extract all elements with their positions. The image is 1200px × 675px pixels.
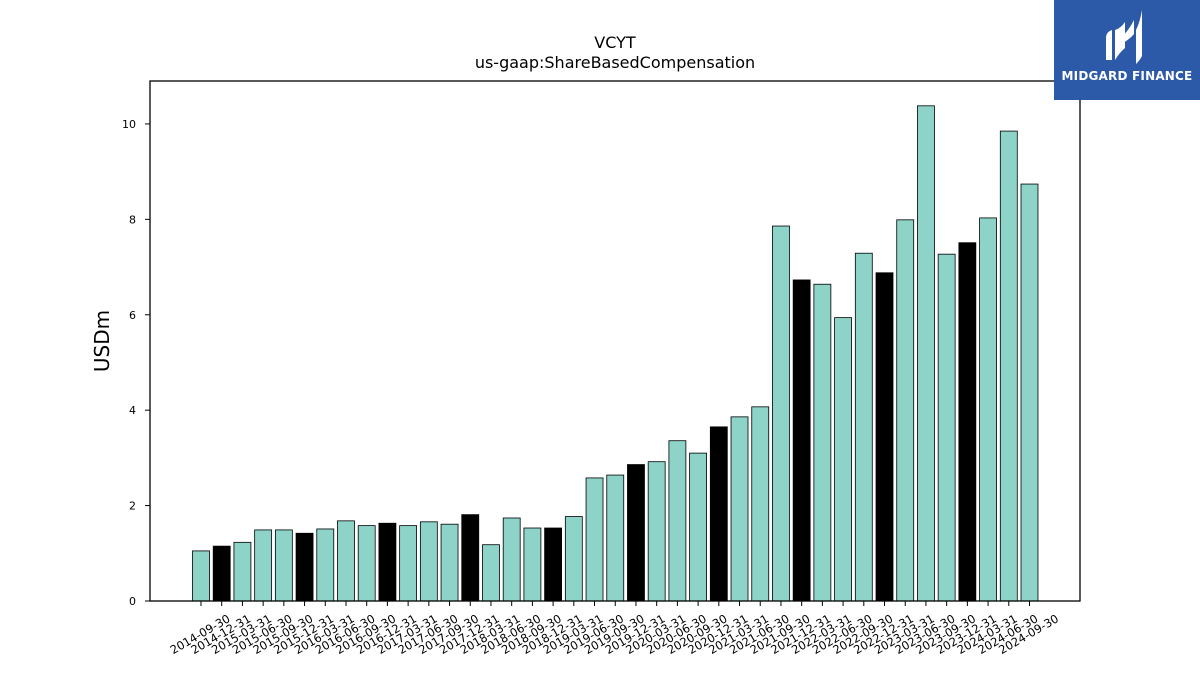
bar-2017-12-31 <box>461 514 480 602</box>
chart-title: VCYT <box>594 33 636 52</box>
plot-frame <box>149 80 1081 602</box>
y-tick-label: 8 <box>129 213 136 226</box>
bar-2023-09-30 <box>937 253 956 602</box>
bar-2023-12-31 <box>958 242 977 602</box>
bar-2021-06-30 <box>751 406 770 602</box>
bar-2024-09-30 <box>1020 183 1039 602</box>
bar-2014-12-31 <box>212 545 231 602</box>
y-tick-label: 10 <box>122 118 136 131</box>
bar-2018-09-30 <box>523 527 542 602</box>
bar-2018-12-31 <box>544 527 562 602</box>
bar-2020-12-31 <box>709 426 728 602</box>
x-axis: 2014-09-302014-12-312015-03-312015-06-30… <box>168 601 1061 657</box>
bar-2016-03-31 <box>316 528 335 602</box>
bar-2023-03-31 <box>896 219 915 602</box>
bar-2022-12-31 <box>875 272 894 602</box>
bar-2024-03-31 <box>979 217 997 602</box>
bars-group <box>192 105 1039 602</box>
logo-text: MIDGARD FINANCE <box>1061 69 1193 83</box>
bar-2023-06-30 <box>917 105 935 602</box>
chart-subtitle: us-gaap:ShareBasedCompensation <box>475 53 755 72</box>
y-tick-label: 2 <box>129 500 136 513</box>
bar-2020-03-31 <box>647 461 666 602</box>
bar-2024-06-30 <box>999 130 1018 602</box>
bar-2021-09-30 <box>772 225 790 602</box>
bar-2021-03-31 <box>730 416 749 602</box>
bar-2022-09-30 <box>854 252 873 602</box>
bar-2019-12-31 <box>627 464 645 602</box>
bar-2017-06-30 <box>419 521 438 602</box>
bar-2022-06-30 <box>834 317 852 602</box>
bar-2019-09-30 <box>606 474 625 602</box>
y-axis: 0 2 4 6 8 10 <box>122 118 150 608</box>
bar-2017-03-31 <box>399 525 418 602</box>
bar-2016-12-31 <box>378 522 397 602</box>
bar-2017-09-30 <box>440 523 459 602</box>
y-tick-label: 6 <box>129 309 136 322</box>
y-axis-label: USDm <box>90 310 114 372</box>
bar-2019-06-30 <box>585 477 604 602</box>
bar-2018-06-30 <box>502 517 521 602</box>
bar-2015-09-30 <box>274 529 293 602</box>
bar-2021-12-31 <box>792 279 811 602</box>
bar-2016-06-30 <box>337 520 355 602</box>
bar-2020-09-30 <box>689 452 707 602</box>
bar-2014-09-30 <box>192 550 210 602</box>
bar-2015-12-31 <box>295 532 314 602</box>
bar-2018-03-31 <box>482 544 500 602</box>
bar-2015-06-30 <box>254 529 273 602</box>
bar-2016-09-30 <box>357 525 376 602</box>
y-tick-label: 0 <box>129 595 136 608</box>
bar-2020-06-30 <box>668 440 687 602</box>
midgard-logo-icon <box>1106 10 1142 64</box>
midgard-finance-logo: MIDGARD FINANCE <box>1054 0 1200 100</box>
bar-2015-03-31 <box>233 541 252 602</box>
bar-2019-03-31 <box>564 516 583 602</box>
bar-2022-03-31 <box>813 283 832 602</box>
y-tick-label: 4 <box>129 404 136 417</box>
